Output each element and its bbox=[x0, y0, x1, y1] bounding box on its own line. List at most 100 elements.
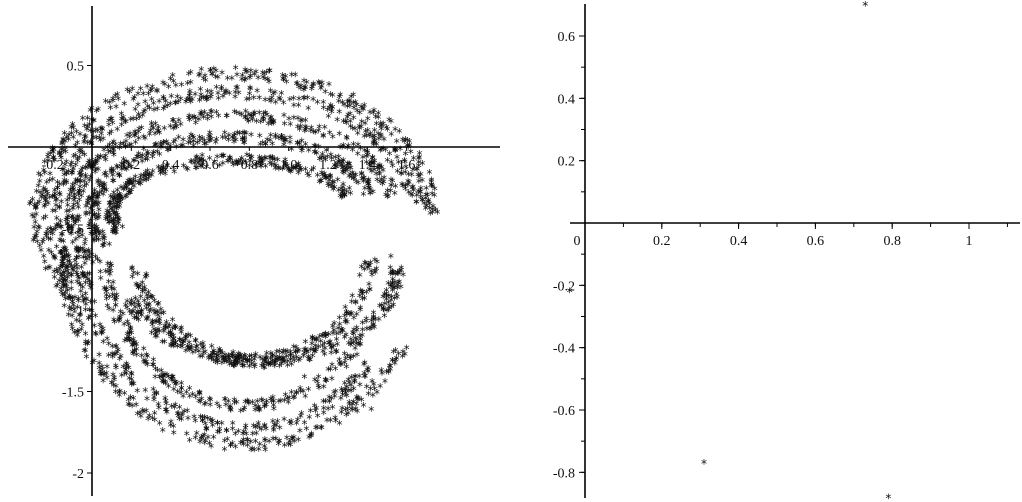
scatter-point: * bbox=[260, 395, 266, 409]
scatter-point: * bbox=[128, 177, 134, 191]
scatter-point: * bbox=[140, 287, 146, 301]
scatter-point: * bbox=[280, 354, 286, 368]
scatter-point: * bbox=[323, 172, 329, 186]
scatter-point: * bbox=[151, 305, 157, 319]
scatter-point: * bbox=[240, 429, 246, 443]
scatter-point: * bbox=[107, 211, 113, 225]
scatter-point: * bbox=[127, 306, 133, 320]
scatter-point: * bbox=[204, 161, 210, 175]
scatter-point: * bbox=[93, 159, 99, 173]
scatter-point: * bbox=[249, 356, 255, 370]
scatter-point: * bbox=[205, 110, 211, 124]
scatter-point: * bbox=[322, 172, 328, 186]
scatter-point: * bbox=[261, 108, 267, 122]
scatter-point: * bbox=[96, 153, 102, 167]
scatter-point: * bbox=[72, 178, 78, 192]
scatter-point: * bbox=[129, 374, 135, 388]
scatter-point: * bbox=[197, 397, 203, 411]
scatter-point: * bbox=[367, 184, 373, 198]
scatter-point: * bbox=[51, 267, 57, 281]
scatter-point: * bbox=[409, 183, 415, 197]
scatter-point: * bbox=[393, 345, 399, 359]
scatter-point: * bbox=[136, 301, 142, 315]
scatter-point: * bbox=[166, 144, 172, 158]
x-tick-label: 0 bbox=[89, 158, 96, 173]
scatter-point: * bbox=[228, 405, 234, 419]
scatter-point: * bbox=[214, 418, 220, 432]
scatter-point: * bbox=[106, 217, 112, 231]
scatter-point: * bbox=[156, 125, 162, 139]
scatter-point: * bbox=[109, 341, 115, 355]
scatter-point: * bbox=[359, 289, 365, 303]
scatter-point: * bbox=[235, 426, 241, 440]
scatter-point: * bbox=[63, 176, 69, 190]
scatter-point: * bbox=[233, 356, 239, 370]
scatter-point: * bbox=[157, 149, 163, 163]
scatter-point: * bbox=[388, 157, 394, 171]
scatter-point: * bbox=[418, 169, 424, 183]
scatter-point: * bbox=[282, 395, 288, 409]
scatter-point: * bbox=[76, 326, 82, 340]
scatter-point: * bbox=[247, 84, 253, 98]
scatter-point: * bbox=[78, 165, 84, 179]
scatter-point: * bbox=[231, 356, 237, 370]
scatter-point: * bbox=[403, 134, 409, 148]
scatter-point: * bbox=[103, 266, 109, 280]
scatter-point: * bbox=[298, 81, 304, 95]
scatter-point: * bbox=[165, 322, 171, 336]
scatter-point: * bbox=[258, 424, 264, 438]
scatter-point: * bbox=[83, 272, 89, 286]
scatter-point: * bbox=[94, 192, 100, 206]
outlier-point: * bbox=[199, 150, 205, 164]
scatter-point: * bbox=[336, 106, 342, 120]
scatter-point: * bbox=[366, 279, 372, 293]
scatter-point: * bbox=[312, 147, 318, 161]
scatter-point: * bbox=[395, 157, 401, 171]
scatter-point: * bbox=[65, 134, 71, 148]
scatter-point: * bbox=[342, 190, 348, 204]
scatter-point: * bbox=[327, 172, 333, 186]
scatter-point: * bbox=[346, 399, 352, 413]
scatter-point: * bbox=[150, 316, 156, 330]
scatter-point: * bbox=[318, 422, 324, 436]
scatter-point: * bbox=[309, 332, 315, 346]
scatter-point: * bbox=[208, 89, 214, 103]
scatter-point: * bbox=[126, 332, 132, 346]
scatter-point: * bbox=[70, 119, 76, 133]
scatter-point: * bbox=[109, 261, 115, 275]
scatter-point: * bbox=[202, 437, 208, 451]
scatter-point: * bbox=[383, 294, 389, 308]
scatter-point: * bbox=[53, 281, 59, 295]
scatter-point: * bbox=[269, 152, 275, 166]
scatter-point: * bbox=[339, 386, 345, 400]
scatter-point: * bbox=[321, 381, 327, 395]
scatter-point: * bbox=[326, 171, 332, 185]
scatter-point: * bbox=[196, 156, 202, 170]
scatter-point: * bbox=[391, 347, 397, 361]
scatter-point: * bbox=[309, 84, 315, 98]
scatter-point: * bbox=[318, 336, 324, 350]
scatter-point: * bbox=[65, 251, 71, 265]
scatter-point: * bbox=[74, 138, 80, 152]
scatter-point: * bbox=[287, 417, 293, 431]
scatter-point: * bbox=[269, 93, 275, 107]
scatter-point: * bbox=[207, 131, 213, 145]
scatter-point: * bbox=[319, 169, 325, 183]
scatter-point: * bbox=[96, 212, 102, 226]
scatter-point: * bbox=[314, 97, 320, 111]
scatter-point: * bbox=[108, 198, 114, 212]
scatter-point: * bbox=[172, 122, 178, 136]
scatter-point: * bbox=[109, 113, 115, 127]
scatter-point: * bbox=[214, 152, 220, 166]
scatter-point: * bbox=[288, 166, 294, 180]
scatter-point: * bbox=[303, 344, 309, 358]
scatter-point: * bbox=[178, 378, 184, 392]
scatter-point: * bbox=[210, 415, 216, 429]
scatter-point: * bbox=[287, 351, 293, 365]
scatter-point: * bbox=[85, 122, 91, 136]
scatter-point: * bbox=[227, 401, 233, 415]
x-tick-label: -0.2 bbox=[42, 158, 64, 173]
scatter-point: * bbox=[115, 169, 121, 183]
scatter-point: * bbox=[104, 361, 110, 375]
scatter-point: * bbox=[102, 179, 108, 193]
